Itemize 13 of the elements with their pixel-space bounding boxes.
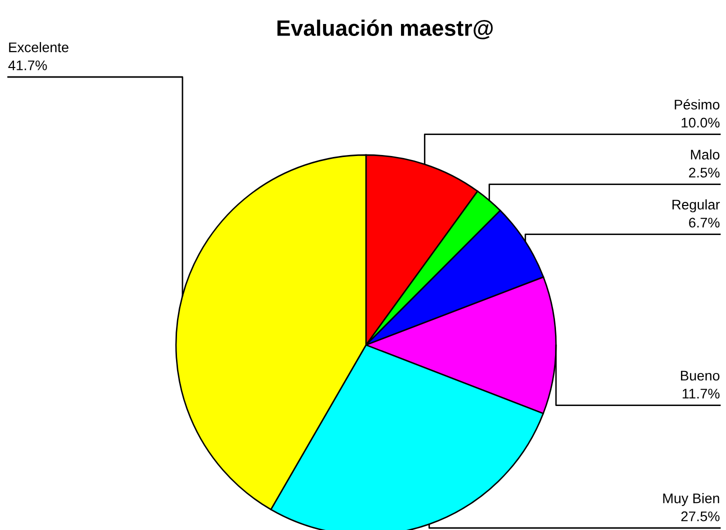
slice-label: Excelente: [9, 42, 68, 52]
slice-label: Bueno: [680, 370, 720, 381]
data-label: 10.0%: [682, 118, 720, 128]
data-label: 41.7%: [8, 60, 47, 70]
data-label: 27.5%: [681, 511, 720, 522]
slice-label: Malo: [691, 149, 720, 160]
data-label: 11.7%: [682, 388, 720, 398]
slice-label: Regular: [672, 199, 720, 212]
data-label: 6.7%: [689, 218, 720, 228]
chart-title: Evaluación maestr@: [277, 19, 493, 40]
slice-label: Muy Bien: [663, 493, 720, 506]
slice-label: Pésimo: [674, 99, 720, 110]
data-label: 2.5%: [689, 168, 720, 178]
